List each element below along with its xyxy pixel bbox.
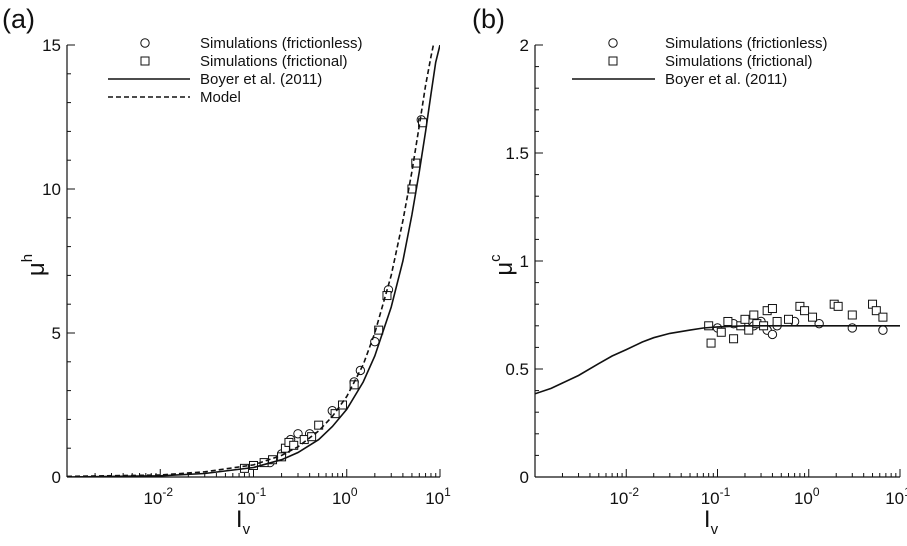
panel-a-legend: Simulations (frictionless)Simulations (f… — [108, 35, 363, 106]
panel-b-ylabel-sup: c — [487, 254, 504, 262]
panel-a-x-tick-label: 10-1 — [237, 485, 267, 508]
panel-b-point-frictional — [833, 301, 843, 311]
panel-b-point-frictional — [767, 304, 777, 314]
panel-a-series-boyer-et-al-2011 — [67, 45, 440, 477]
panel-a-y-tick-label: 5 — [52, 324, 61, 343]
panel-b-y-tick-label: 0 — [520, 468, 529, 487]
panel-b-label: (b) — [472, 4, 505, 34]
panel-b-x-tick-label: 100 — [794, 485, 820, 508]
panel-b-point-frictional — [800, 306, 810, 316]
panel-a-point-frictional — [289, 440, 299, 450]
panel-b-xlabel-base: I — [704, 506, 711, 533]
panel-b-y-tick-label: 2 — [520, 36, 529, 55]
panel-b-point-frictional — [740, 314, 750, 324]
panel-a-xlabel: Iv — [236, 506, 251, 538]
panel-b-xlabel: Iv — [704, 506, 719, 538]
panel-b-point-frictional — [744, 325, 754, 335]
panel-a-point-frictional — [330, 409, 340, 419]
panel-b-legend: Simulations (frictionless)Simulations (f… — [572, 35, 828, 88]
panel-b-point-frictional — [716, 327, 726, 337]
panel-a-point-frictional — [411, 158, 421, 168]
panel-a-ylabel-base: μ — [23, 262, 50, 276]
panel-a-xlabel-base: I — [236, 506, 243, 533]
panel-b-point-frictional — [808, 312, 818, 322]
panel-b-point-frictional — [871, 306, 881, 316]
panel-b: (b) 10-2 10-1 100 101 0 0.5 1 1.5 2 Simulations … — [472, 4, 907, 538]
panel-b-x-tick-label: 10-1 — [701, 485, 731, 508]
panel-b-legend-square-marker — [608, 56, 618, 66]
panel-a-plot-area: 10-2 10-1 100 101 0 5 10 15 — [42, 36, 451, 508]
panel-a-point-frictional — [314, 420, 324, 430]
panel-b-xlabel-sub: v — [711, 521, 719, 538]
panel-a-x-tick-label: 101 — [425, 485, 451, 508]
panel-b-point-frictionless — [878, 325, 888, 335]
panel-b-y-tick-label: 0.5 — [505, 360, 529, 379]
panel-a-point-frictional — [337, 400, 347, 410]
panel-b-legend-entry: Simulations (frictional) — [665, 53, 813, 70]
panel-a-legend-entry: Simulations (frictional) — [200, 53, 348, 70]
panel-a-series-model — [67, 45, 435, 477]
panel-b-plot-area: 10-2 10-1 100 101 0 0.5 1 1.5 2 — [505, 36, 907, 508]
panel-a-legend-entry: Model — [200, 89, 241, 106]
panel-a-legend-entry: Boyer et al. (2011) — [200, 71, 322, 88]
panel-b-ylabel-base: μ — [491, 262, 518, 276]
panel-b-point-frictional — [729, 334, 739, 344]
panel-b-y-tick-label: 1 — [520, 252, 529, 271]
panel-b-x-tick-label: 101 — [885, 485, 907, 508]
panel-b-x-tick-label: 10-2 — [609, 485, 639, 508]
panel-a-x-tick-label: 10-2 — [143, 485, 173, 508]
panel-b-point-frictional — [749, 310, 759, 320]
panel-b-series-boyer-et-al-2011 — [535, 325, 900, 395]
panel-b-point-frictional — [847, 310, 857, 320]
panel-a-legend-square-marker — [140, 56, 150, 66]
panel-b-point-frictional — [784, 314, 794, 324]
panel-b-legend-circle-marker — [608, 38, 618, 48]
panel-a-legend-circle-marker — [140, 38, 150, 48]
panel-b-y-tick-label: 1.5 — [505, 144, 529, 163]
panel-b-point-frictional — [772, 316, 782, 326]
panel-b-point-frictional — [723, 316, 733, 326]
panel-b-point-frictionless — [767, 329, 778, 340]
panel-a-ylabel-sup: h — [19, 254, 36, 262]
panel-b-ylabel: μc — [487, 254, 518, 276]
panel-a: (a) 10-2 10-1 100 101 0 5 10 15 Simulations (fr… — [2, 4, 451, 538]
panel-a-legend-entry: Simulations (frictionless) — [200, 35, 363, 52]
panel-b-point-frictional — [704, 321, 714, 331]
panel-a-ylabel: μh — [19, 254, 50, 276]
panel-a-y-tick-label: 10 — [42, 180, 61, 199]
panel-a-label: (a) — [2, 4, 35, 34]
panel-b-point-frictional — [706, 338, 716, 348]
panel-a-y-tick-label: 0 — [52, 468, 61, 487]
panel-a-point-frictionless — [355, 365, 366, 376]
panel-a-y-tick-label: 15 — [42, 36, 61, 55]
panel-b-point-frictional — [878, 312, 888, 322]
panel-b-legend-entry: Simulations (frictionless) — [665, 35, 828, 52]
panel-b-legend-entry: Boyer et al. (2011) — [665, 71, 787, 88]
panel-a-xlabel-sub: v — [243, 521, 251, 538]
panel-a-x-tick-label: 100 — [332, 485, 358, 508]
